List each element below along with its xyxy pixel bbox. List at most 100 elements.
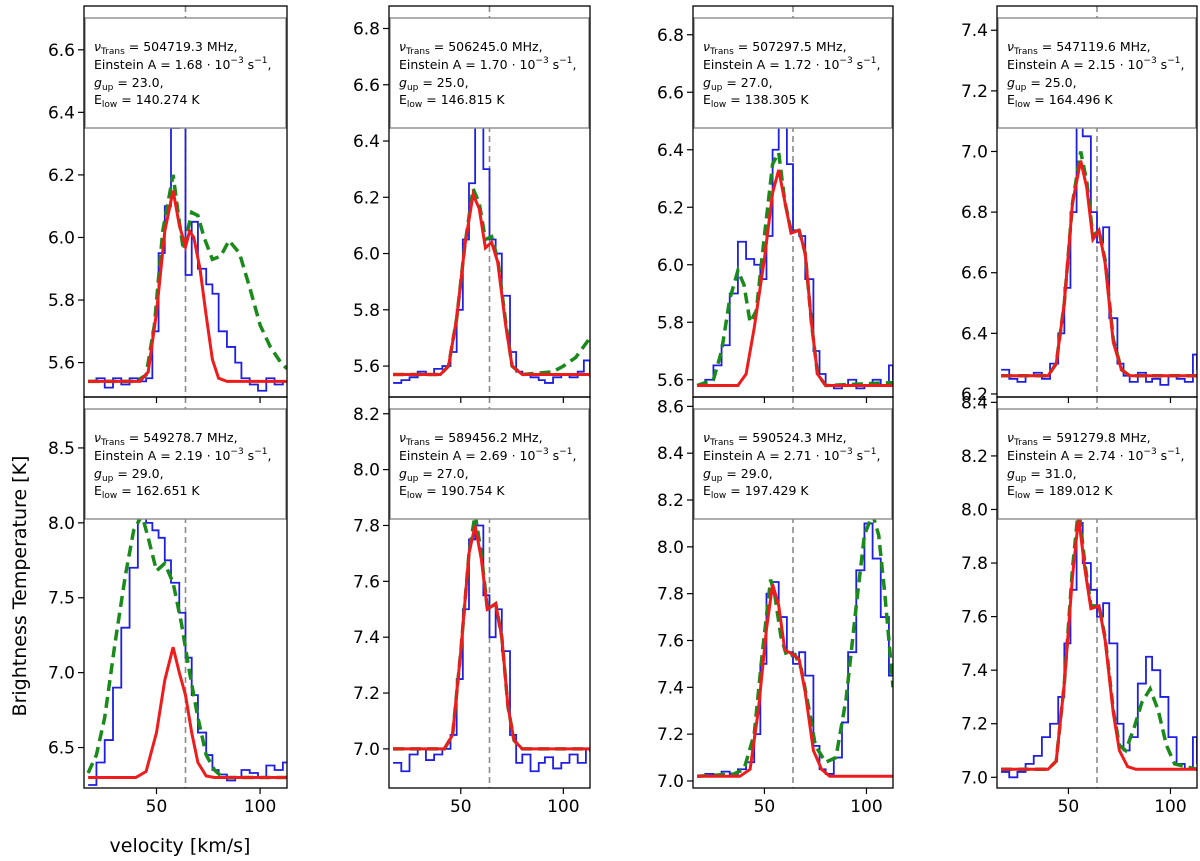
y-tick-label: 8.5: [48, 439, 75, 459]
y-tick-label: 8.0: [48, 514, 75, 534]
full-model-fit: [393, 514, 590, 751]
y-tick-label: 7.4: [657, 678, 684, 698]
single-transition-fit: [88, 190, 287, 383]
panel-3: νTrans = 547119.6 MHz,Einstein A = 2.15 …: [961, 5, 1198, 405]
transition-info-box: [997, 408, 1197, 520]
einstein-a: Einstein A = 1.68 · 10−3 s−1,: [94, 56, 271, 72]
panel-1: νTrans = 506245.0 MHz,Einstein A = 1.70 …: [353, 5, 591, 403]
y-tick-label: 8.0: [657, 538, 684, 558]
y-tick-label: 7.4: [961, 661, 988, 681]
y-tick-label: 6.2: [353, 188, 380, 208]
einstein-a-value: 2.15: [1088, 57, 1116, 72]
upper-degeneracy: gup = 27.0,: [703, 75, 773, 93]
y-tick-label: 6.8: [657, 26, 684, 46]
observed-spectrum: [393, 126, 590, 384]
lower-energy: Elow = 190.754 K: [399, 483, 505, 501]
transition-frequency: νTrans = 504719.3 MHz,: [94, 39, 238, 57]
y-tick-label: 8.6: [657, 397, 684, 417]
transition-frequency: νTrans = 506245.0 MHz,: [399, 39, 543, 57]
full-model-fit: [1001, 151, 1197, 378]
y-tick-label: 7.5: [48, 589, 75, 609]
y-tick-label: 6.8: [353, 20, 380, 40]
frequency-value: 589456.2: [448, 430, 508, 445]
frequency-value: 506245.0: [448, 39, 508, 54]
y-axis-title: Brightness Temperature [K]: [9, 456, 31, 717]
y-tick-label: 7.0: [48, 664, 75, 684]
x-tick-label: 50: [450, 797, 472, 817]
x-tick-label: 100: [1154, 797, 1186, 817]
lower-energy: Elow = 138.305 K: [703, 92, 809, 110]
panel-7: νTrans = 591279.8 MHz,Einstein A = 2.74 …: [961, 393, 1198, 817]
y-tick-label: 5.6: [353, 357, 380, 377]
elow-value: 140.274: [136, 92, 188, 107]
x-tick-label: 50: [754, 797, 776, 817]
y-tick-label: 7.0: [961, 768, 988, 788]
y-tick-label: 6.2: [657, 198, 684, 218]
y-tick-label: 8.0: [353, 461, 380, 481]
observed-spectrum: [88, 123, 287, 392]
y-tick-label: 6.5: [48, 739, 75, 759]
y-tick-label: 6.4: [353, 132, 380, 152]
single-transition-fit: [697, 169, 893, 387]
y-tick-label: 5.8: [48, 291, 75, 311]
transition-frequency: νTrans = 507297.5 MHz,: [703, 39, 847, 57]
upper-degeneracy: gup = 29.0,: [94, 466, 164, 484]
y-tick-label: 6.0: [48, 228, 75, 248]
y-tick-label: 7.6: [961, 608, 988, 628]
lower-energy: Elow = 140.274 K: [94, 92, 200, 110]
transition-info-box: [84, 17, 287, 129]
transition-info-box: [693, 17, 893, 129]
y-tick-label: 7.8: [353, 516, 380, 536]
y-tick-label: 6.0: [657, 256, 684, 276]
elow-value: 164.496: [1049, 92, 1101, 107]
single-transition-fit: [1001, 517, 1197, 771]
single-transition-fit: [88, 646, 287, 779]
transition-frequency: νTrans = 549278.7 MHz,: [94, 430, 238, 448]
gup-value: 31.0: [1045, 466, 1073, 481]
panel-5: νTrans = 589456.2 MHz,Einstein A = 2.69 …: [353, 396, 591, 817]
axes-frame: [996, 396, 1198, 789]
transition-info-box: [693, 408, 893, 520]
x-tick-label: 100: [244, 797, 276, 817]
full-model-fit: [86, 510, 287, 780]
y-tick-label: 7.0: [657, 772, 684, 792]
observed-spectrum: [697, 522, 893, 778]
elow-value: 197.429: [745, 483, 797, 498]
y-tick-label: 6.0: [353, 245, 380, 265]
upper-degeneracy: gup = 29.0,: [703, 466, 773, 484]
einstein-a: Einstein A = 2.19 · 10−3 s−1,: [94, 447, 271, 463]
y-tick-label: 5.8: [657, 313, 684, 333]
elow-value: 189.012: [1049, 483, 1101, 498]
transition-frequency: νTrans = 547119.6 MHz,: [1007, 39, 1151, 57]
y-tick-label: 6.2: [48, 166, 75, 186]
single-transition-fit: [1001, 160, 1197, 378]
lower-energy: Elow = 197.429 K: [703, 483, 809, 501]
upper-degeneracy: gup = 23.0,: [94, 75, 164, 93]
x-axis-title: velocity [km/s]: [110, 835, 251, 857]
y-tick-label: 5.6: [657, 371, 684, 391]
y-tick-label: 7.0: [961, 142, 988, 162]
observed-spectrum: [88, 506, 287, 786]
transition-info-box: [997, 17, 1197, 129]
y-tick-label: 6.8: [961, 203, 988, 223]
y-tick-label: 7.2: [961, 715, 988, 735]
elow-value: 190.754: [441, 483, 493, 498]
y-tick-label: 6.2: [961, 385, 988, 405]
observed-spectrum: [1001, 521, 1197, 779]
y-tick-label: 7.2: [961, 82, 988, 102]
lower-energy: Elow = 162.651 K: [94, 483, 200, 501]
full-model-fit: [696, 508, 893, 779]
einstein-a: Einstein A = 2.74 · 10−3 s−1,: [1007, 447, 1184, 463]
einstein-a: Einstein A = 2.15 · 10−3 s−1,: [1007, 56, 1184, 72]
full-model-fit: [88, 174, 287, 384]
einstein-a: Einstein A = 1.70 · 10−3 s−1,: [399, 56, 576, 72]
frequency-value: 590524.3: [752, 430, 812, 445]
gup-value: 27.0: [437, 466, 465, 481]
x-tick-label: 50: [1058, 797, 1080, 817]
gup-value: 27.0: [741, 75, 769, 90]
y-tick-label: 5.6: [48, 354, 75, 374]
y-tick-label: 7.6: [353, 572, 380, 592]
y-tick-label: 8.2: [353, 405, 380, 425]
upper-degeneracy: gup = 25.0,: [1007, 75, 1077, 93]
einstein-a-value: 2.19: [175, 448, 203, 463]
